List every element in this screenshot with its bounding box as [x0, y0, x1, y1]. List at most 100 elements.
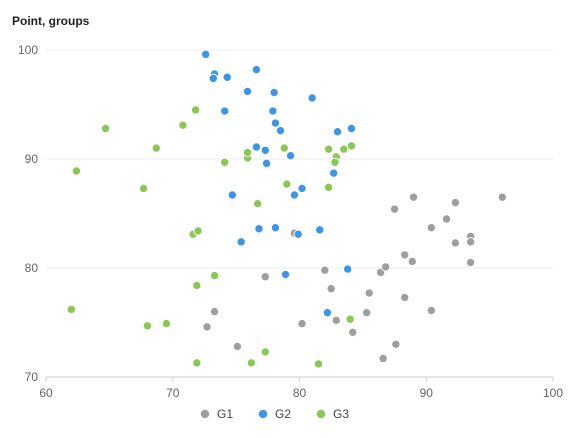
- point-g1: [326, 284, 336, 294]
- x-tick-label: 70: [166, 386, 180, 400]
- point-g3: [192, 358, 202, 368]
- point-g3: [339, 144, 349, 154]
- point-g3: [279, 143, 289, 153]
- point-g3: [313, 359, 324, 369]
- point-g2: [297, 183, 307, 194]
- point-g3: [71, 166, 82, 176]
- point-g2: [261, 158, 272, 169]
- point-g2: [220, 106, 230, 116]
- point-g3: [246, 358, 257, 368]
- point-g3: [142, 321, 153, 331]
- point-g2: [236, 237, 246, 247]
- point-g2: [270, 222, 281, 233]
- point-g2: [251, 64, 262, 75]
- point-g3: [192, 280, 202, 291]
- point-g1: [426, 305, 437, 316]
- point-g1: [391, 339, 401, 349]
- point-g3: [242, 147, 253, 158]
- point-g3: [252, 198, 263, 209]
- point-g1: [400, 292, 410, 303]
- legend-item-g1[interactable]: G1: [200, 407, 234, 421]
- point-g3: [209, 270, 220, 281]
- point-g3: [323, 182, 334, 193]
- point-g1: [407, 256, 418, 267]
- point-g1: [297, 318, 307, 329]
- legend-marker: [200, 409, 210, 419]
- legend-item-g2[interactable]: G2: [258, 407, 292, 421]
- point-g2: [201, 49, 211, 60]
- legend-label: G3: [333, 407, 349, 421]
- point-g2: [307, 93, 317, 103]
- x-tick-label: 60: [39, 386, 53, 400]
- point-g3: [161, 318, 172, 329]
- point-g2: [227, 190, 238, 200]
- x-tick-label: 80: [293, 386, 307, 400]
- point-g1: [450, 238, 461, 248]
- point-g3: [66, 304, 77, 315]
- point-g1: [331, 315, 341, 326]
- point-g1: [380, 262, 391, 272]
- point-g3: [282, 179, 292, 189]
- point-g2: [254, 224, 264, 234]
- legend-item-g3[interactable]: G3: [316, 407, 350, 421]
- point-g2: [293, 229, 303, 239]
- point-g1: [465, 237, 476, 247]
- point-g3: [346, 141, 357, 151]
- point-g3: [260, 347, 270, 357]
- point-g2: [260, 145, 270, 155]
- point-g1: [389, 204, 400, 214]
- point-g3: [330, 157, 340, 167]
- point-g2: [332, 127, 343, 137]
- x-tick-label: 90: [420, 386, 434, 400]
- legend-marker: [316, 409, 326, 419]
- point-g1: [441, 214, 452, 224]
- point-g2: [242, 86, 253, 97]
- point-g1: [348, 327, 358, 338]
- point-g1: [364, 288, 374, 298]
- point-g1: [465, 257, 476, 268]
- point-g2: [269, 87, 279, 98]
- y-tick-label: 80: [25, 261, 39, 275]
- data-points: [66, 49, 507, 369]
- x-tick-label: 100: [543, 386, 563, 400]
- point-g3: [193, 226, 203, 236]
- y-tick-label: 70: [25, 370, 39, 384]
- legend-label: G2: [275, 407, 291, 421]
- point-g1: [497, 192, 507, 202]
- point-g1: [232, 341, 243, 352]
- point-g1: [320, 265, 330, 275]
- point-g3: [151, 143, 161, 153]
- point-g2: [346, 123, 357, 134]
- point-g2: [342, 264, 353, 274]
- gridlines: [46, 49, 553, 269]
- point-g2: [251, 142, 262, 152]
- point-g2: [275, 125, 286, 136]
- point-g3: [323, 144, 334, 154]
- y-tick-label: 90: [25, 152, 39, 166]
- point-g3: [220, 157, 230, 167]
- point-g1: [400, 250, 410, 260]
- point-g1: [378, 353, 388, 364]
- point-g1: [426, 222, 437, 233]
- point-g3: [100, 123, 111, 134]
- point-g1: [209, 306, 220, 317]
- chart-title: Point, groups: [12, 14, 90, 28]
- point-g2: [315, 225, 325, 235]
- point-g2: [329, 168, 339, 178]
- point-g1: [260, 272, 270, 282]
- point-g2: [322, 307, 333, 318]
- point-g1: [361, 307, 372, 318]
- point-g1: [408, 192, 419, 202]
- point-g2: [280, 269, 291, 280]
- legend-label: G1: [217, 407, 233, 421]
- y-tick-label: 100: [18, 43, 38, 57]
- legend[interactable]: G1 G2 G3: [200, 407, 350, 421]
- point-g3: [178, 120, 188, 130]
- point-g2: [208, 73, 219, 84]
- point-g1: [450, 197, 461, 208]
- point-g1: [202, 322, 212, 332]
- point-g2: [222, 72, 232, 82]
- legend-marker: [258, 409, 268, 419]
